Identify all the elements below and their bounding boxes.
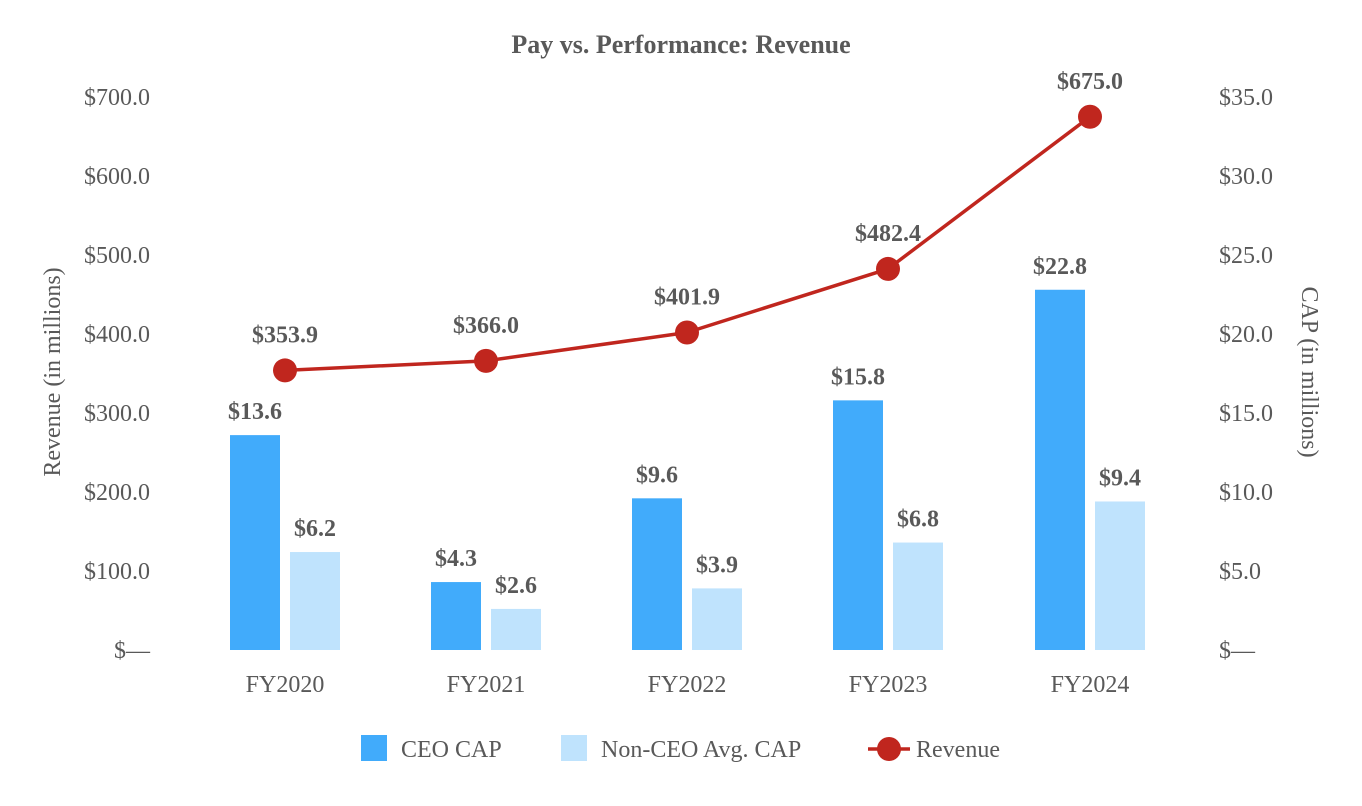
ceo-cap-label: $13.6 bbox=[228, 399, 282, 425]
left-tick-label: $300.0 bbox=[84, 401, 150, 427]
ceo-cap-label: $15.8 bbox=[831, 364, 885, 390]
ceo-cap-bar bbox=[833, 400, 883, 650]
left-tick-label: $600.0 bbox=[84, 164, 150, 190]
non-ceo-cap-bar bbox=[491, 608, 541, 650]
revenue-point bbox=[876, 256, 900, 281]
left-tick-label: $— bbox=[114, 638, 151, 664]
x-tick-label: FY2021 bbox=[447, 672, 526, 698]
revenue-line-series bbox=[273, 104, 1102, 383]
non-ceo-cap-label: $3.9 bbox=[696, 552, 738, 578]
revenue-label: $366.0 bbox=[453, 313, 519, 339]
non-ceo-cap-bar bbox=[893, 542, 943, 650]
revenue-label: $401.9 bbox=[654, 284, 720, 310]
revenue-label: $675.0 bbox=[1057, 69, 1123, 95]
non-ceo-cap-bar bbox=[1095, 501, 1145, 650]
left-axis-title: Revenue (in millions) bbox=[40, 267, 66, 476]
left-tick-label: $400.0 bbox=[84, 322, 150, 348]
right-tick-label: $10.0 bbox=[1219, 480, 1273, 506]
ceo-cap-bar bbox=[632, 498, 682, 650]
revenue-label: $482.4 bbox=[855, 221, 921, 247]
left-tick-label: $500.0 bbox=[84, 243, 150, 269]
non-ceo-cap-label: $6.8 bbox=[897, 507, 939, 533]
ceo-cap-bar bbox=[230, 435, 280, 650]
legend-marker-revenue bbox=[877, 737, 901, 761]
revenue-label: $353.9 bbox=[252, 322, 318, 348]
right-tick-label: $15.0 bbox=[1219, 401, 1273, 427]
legend-label-ceo-cap: CEO CAP bbox=[401, 737, 502, 763]
ceo-cap-bar bbox=[1035, 289, 1085, 650]
left-tick-label: $700.0 bbox=[84, 85, 150, 111]
right-tick-label: $20.0 bbox=[1219, 322, 1273, 348]
non-ceo-cap-label: $2.6 bbox=[495, 573, 537, 599]
legend-label-non-ceo-cap: Non-CEO Avg. CAP bbox=[601, 737, 801, 763]
right-tick-label: $— bbox=[1219, 638, 1256, 664]
ceo-cap-label: $9.6 bbox=[636, 462, 678, 488]
revenue-point bbox=[1078, 104, 1102, 129]
data-labels: $13.6 $4.3 $9.6 $15.8 $22.8 $6.2 $2.6 $3.9 $6.8 $… bbox=[228, 69, 1141, 599]
x-tick-label: FY2022 bbox=[648, 672, 727, 698]
right-tick-label: $5.0 bbox=[1219, 559, 1261, 585]
ceo-cap-bar bbox=[431, 582, 481, 650]
revenue-point bbox=[675, 320, 699, 345]
right-tick-label: $35.0 bbox=[1219, 85, 1273, 111]
legend-label-revenue: Revenue bbox=[916, 737, 1000, 763]
non-ceo-cap-bar bbox=[290, 552, 340, 650]
legend-swatch-non-ceo-cap bbox=[561, 735, 587, 761]
x-tick-label: FY2024 bbox=[1051, 672, 1130, 698]
right-tick-label: $25.0 bbox=[1219, 243, 1273, 269]
ceo-cap-label: $22.8 bbox=[1033, 254, 1087, 280]
legend-swatch-ceo-cap bbox=[361, 735, 387, 761]
right-axis-title: CAP (in millions) bbox=[1296, 286, 1322, 457]
left-tick-label: $100.0 bbox=[84, 559, 150, 585]
legend: CEO CAP Non-CEO Avg. CAP Revenue bbox=[361, 735, 1000, 763]
bar-series bbox=[230, 289, 1145, 650]
chart-title: Pay vs. Performance: Revenue bbox=[511, 30, 850, 59]
non-ceo-cap-label: $9.4 bbox=[1099, 465, 1141, 491]
left-tick-label: $200.0 bbox=[84, 480, 150, 506]
non-ceo-cap-bar bbox=[692, 588, 742, 650]
right-axis-ticks: $— $5.0 $10.0 $15.0 $20.0 $25.0 $30.0 $35.0 bbox=[1219, 85, 1273, 664]
non-ceo-cap-label: $6.2 bbox=[294, 516, 336, 542]
x-tick-label: FY2020 bbox=[246, 672, 325, 698]
revenue-point bbox=[474, 348, 498, 373]
x-axis-ticks: FY2020 FY2021 FY2022 FY2023 FY2024 bbox=[246, 672, 1130, 698]
revenue-point bbox=[273, 358, 297, 383]
ceo-cap-label: $4.3 bbox=[435, 546, 477, 572]
right-tick-label: $30.0 bbox=[1219, 164, 1273, 190]
x-tick-label: FY2023 bbox=[849, 672, 928, 698]
left-axis-ticks: $— $100.0 $200.0 $300.0 $400.0 $500.0 $600.0 $7… bbox=[84, 85, 151, 664]
